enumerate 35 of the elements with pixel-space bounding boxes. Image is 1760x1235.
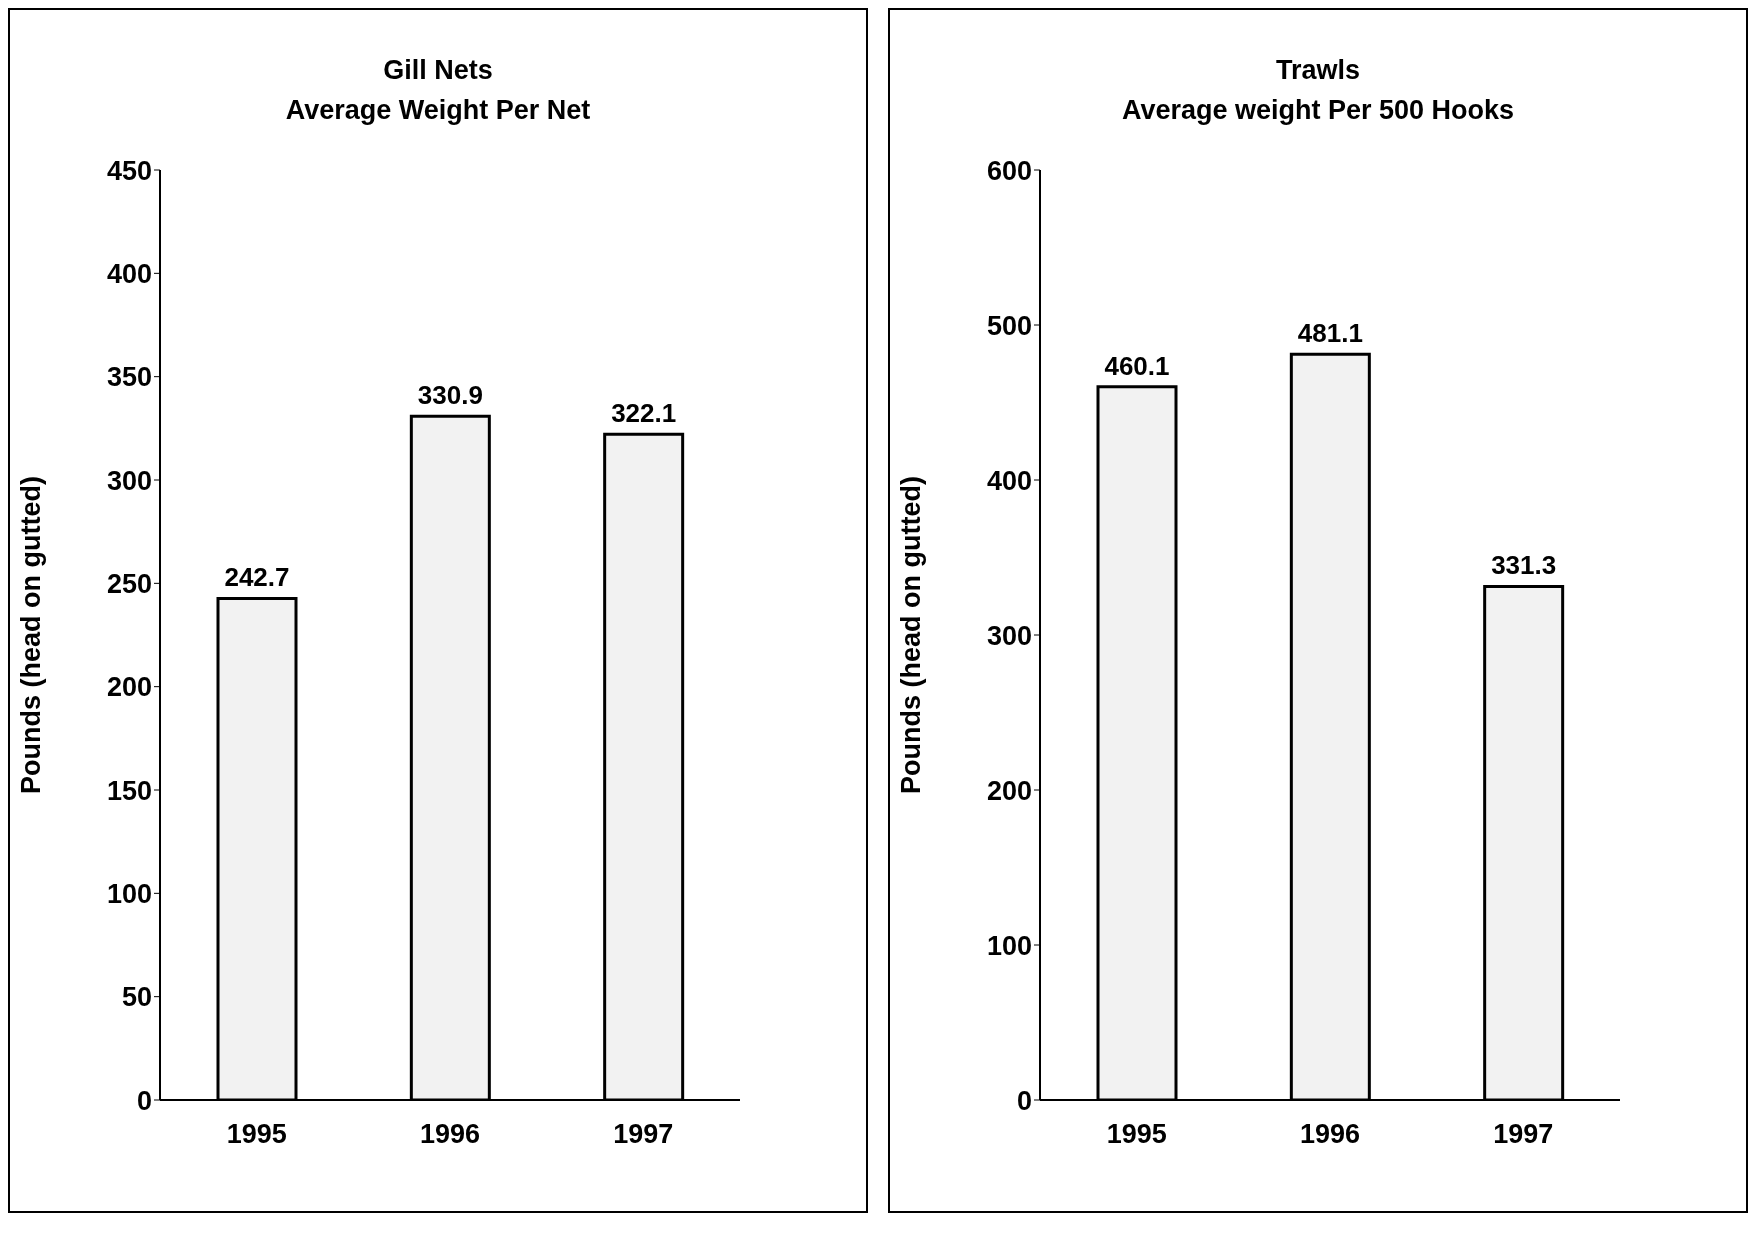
y-tick-label: 250 — [106, 568, 152, 599]
data-label: 330.9 — [417, 380, 483, 411]
y-axis-title: Pounds (head on gutted) — [895, 476, 926, 794]
y-tick-label: 0 — [1016, 1085, 1032, 1116]
data-label: 481.1 — [1297, 318, 1363, 349]
data-label: 460.1 — [1104, 350, 1170, 381]
data-label: 331.3 — [1491, 550, 1557, 581]
y-axis-title: Pounds (head on gutted) — [15, 476, 46, 794]
y-tick-label: 0 — [136, 1085, 152, 1116]
chart-title: Gill Nets — [382, 54, 494, 87]
x-tick-label: 1997 — [613, 1119, 674, 1150]
y-tick-label: 600 — [986, 155, 1032, 186]
data-label: 322.1 — [611, 398, 677, 429]
chart-title: Trawls — [1274, 54, 1361, 87]
data-label: 242.7 — [224, 562, 290, 593]
x-tick-label: 1996 — [1299, 1119, 1361, 1150]
y-tick-label: 100 — [986, 930, 1032, 961]
y-tick-label: 300 — [986, 620, 1032, 651]
y-tick-label: 350 — [106, 362, 152, 393]
y-tick-label: 500 — [986, 310, 1032, 341]
y-tick-label: 400 — [986, 465, 1032, 496]
x-tick-label: 1995 — [226, 1119, 287, 1150]
y-tick-label: 200 — [106, 672, 152, 703]
y-tick-label: 450 — [106, 155, 152, 186]
chart-subtitle: Average Weight Per Net — [284, 94, 592, 127]
y-tick-label: 50 — [121, 982, 152, 1013]
x-tick-label: 1997 — [1493, 1119, 1554, 1150]
y-tick-label: 400 — [106, 258, 152, 289]
chart-subtitle: Average weight Per 500 Hooks — [1120, 94, 1516, 127]
y-tick-label: 200 — [986, 775, 1032, 806]
y-tick-label: 300 — [106, 465, 152, 496]
x-tick-label: 1995 — [1106, 1119, 1167, 1150]
y-tick-label: 100 — [106, 878, 152, 909]
y-tick-label: 150 — [106, 775, 152, 806]
x-tick-label: 1996 — [419, 1119, 481, 1150]
